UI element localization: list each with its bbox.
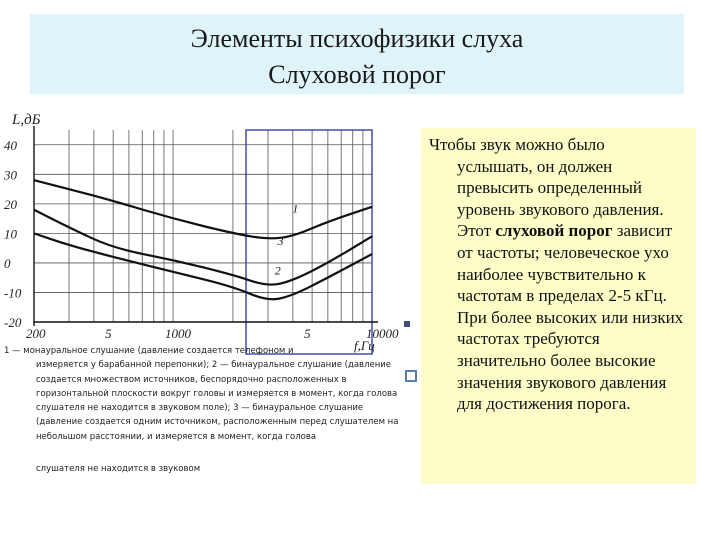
explanation-part-1: услышать, он должен превысить определенн…: [457, 156, 664, 241]
y-tick-label: -20: [4, 315, 22, 330]
figure-caption: 1 — монауральное слушание (давление созд…: [4, 344, 412, 476]
x-tick-label: 200: [26, 326, 46, 341]
x-tick-label: 5: [304, 326, 311, 341]
highlight-frame: [245, 129, 373, 355]
y-tick-label: -10: [4, 285, 22, 300]
marker-square: [404, 321, 410, 327]
bullet-marker: [405, 370, 417, 382]
chart-labels: 1 3 2: [275, 202, 299, 278]
x-tick-label: 1000: [165, 326, 192, 341]
y-tick-label: 30: [3, 167, 18, 182]
slide-subtitle: Слуховой порог: [268, 60, 446, 89]
curve-label: 1: [292, 202, 298, 216]
x-tick-label: 5: [105, 326, 112, 341]
explanation-part-2: зависит от частоты; человеческое ухо наи…: [457, 221, 684, 414]
y-tick-label: 10: [4, 226, 18, 241]
explanation-first-line: Чтобы звук можно было: [429, 135, 605, 154]
x-axis-label: f,Гц: [354, 338, 375, 353]
chart-curves: [33, 179, 373, 301]
y-tick-label: 20: [4, 197, 18, 212]
threshold-curve-1: [33, 179, 373, 240]
caption-body: измеряется у барабанной перепонки); 2 — …: [36, 360, 399, 442]
y-axis-label: L,дБ: [11, 112, 41, 128]
threshold-curve-2: [33, 232, 373, 301]
y-tick-label: 0: [4, 256, 11, 271]
slide-title: Элементы психофизики слуха: [190, 24, 524, 53]
explanation-bold: слуховой порог: [495, 221, 613, 241]
caption-line-1: 1 — монауральное слушание (давление созд…: [4, 346, 294, 356]
explanation-text: Чтобы звук можно было услышать, он долже…: [429, 134, 691, 415]
explanation-body: услышать, он должен превысить определенн…: [429, 156, 691, 415]
y-tick-label: 40: [4, 138, 18, 153]
caption-last: слушателя не находится в звуковом: [36, 464, 201, 475]
threshold-curve-3: [33, 208, 373, 286]
explanation-box: Чтобы звук можно было услышать, он долже…: [421, 128, 696, 484]
hearing-threshold-chart: 40 30 20 10 0 -10 -20 200 5 1000 5 10000 1 3 2 L,дБ f…: [3, 112, 399, 355]
x-tick-label: 10000: [366, 326, 399, 341]
title-banner: Элементы психофизики слуха Слуховой поро…: [30, 14, 684, 94]
curve-label: 3: [277, 234, 284, 248]
chart-axes: 40 30 20 10 0 -10 -20 200 5 1000 5 10000: [3, 126, 399, 341]
curve-label: 2: [275, 264, 281, 278]
